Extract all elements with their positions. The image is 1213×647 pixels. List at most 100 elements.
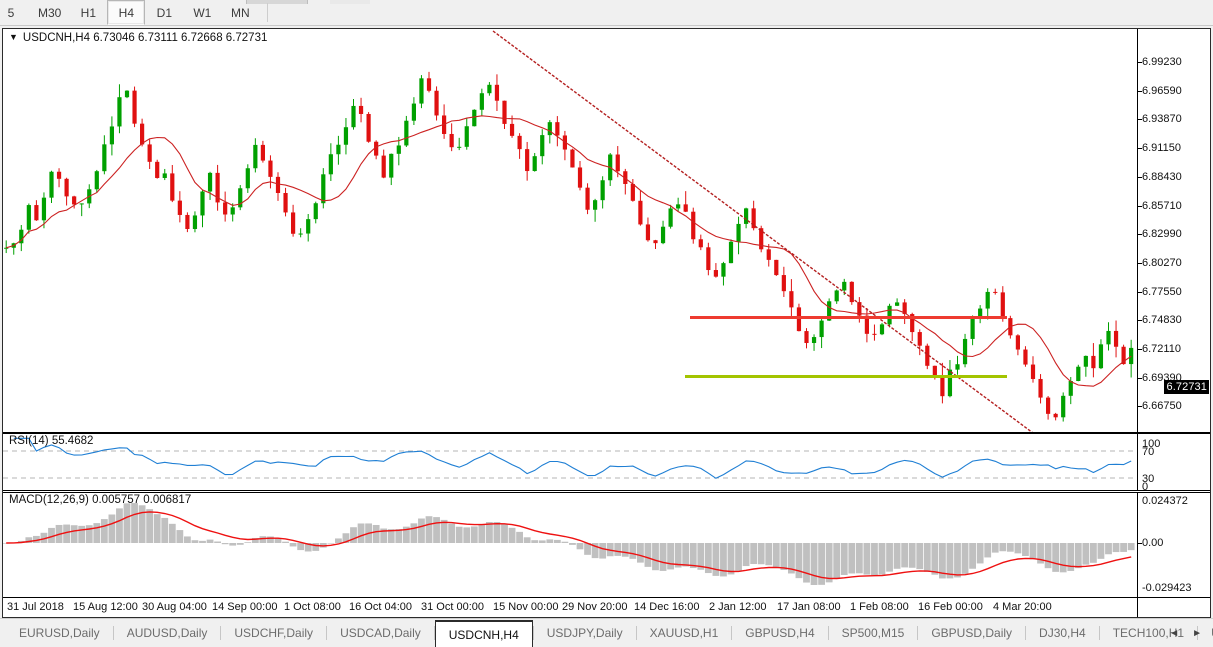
symbol-tab-usdjpy-daily[interactable]: USDJPY,Daily bbox=[546, 626, 623, 640]
tab-scroll-right-icon[interactable]: ► bbox=[1192, 627, 1202, 639]
time-axis-label: 17 Jan 08:00 bbox=[777, 601, 841, 613]
tab-separator bbox=[532, 626, 534, 640]
symbol-tab-tech100-h1[interactable]: TECH100,H1 bbox=[1112, 626, 1185, 640]
symbol-tab-dj30-h4[interactable]: DJ30,H4 bbox=[1039, 626, 1086, 640]
symbol-tab-audusd-daily[interactable]: AUDUSD,Daily bbox=[126, 626, 208, 640]
price-tickmark bbox=[1138, 262, 1142, 264]
toolbar-top-strip-2 bbox=[330, 0, 370, 4]
timeframe-w1[interactable]: W1 bbox=[193, 5, 212, 20]
price-scale[interactable]: 6.72731 6.99230 6.96590 6.93870 6.91150 6.88… bbox=[1137, 29, 1210, 432]
toolbar-separator bbox=[267, 3, 269, 22]
price-tick-label: 6.72110 bbox=[1142, 343, 1181, 355]
time-axis-label: 4 Mar 20:00 bbox=[993, 601, 1052, 613]
price-tickmark bbox=[1138, 148, 1142, 150]
tab-separator bbox=[220, 626, 222, 640]
price-tickmark bbox=[1138, 291, 1142, 293]
price-tick-label: 6.85710 bbox=[1142, 199, 1182, 212]
macd-tickmark bbox=[1138, 543, 1142, 544]
time-axis-label: 31 Oct 00:00 bbox=[421, 601, 484, 613]
timeframe-m30[interactable]: M30 bbox=[38, 5, 62, 20]
tab-separator bbox=[635, 626, 637, 640]
symbol-tab-xauusd-h1[interactable]: XAUUSD,H1 bbox=[649, 626, 719, 640]
price-tickmark bbox=[1138, 205, 1142, 207]
time-axis-label: 14 Dec 16:00 bbox=[634, 601, 700, 613]
time-axis-label: 29 Nov 20:00 bbox=[562, 601, 628, 613]
macd-tick-label: -0.029423 bbox=[1142, 582, 1192, 594]
macd-signal-line bbox=[6, 511, 1132, 580]
tab-separator bbox=[326, 626, 328, 640]
macd-tick-label: 0.00 bbox=[1142, 537, 1164, 549]
rsi-svg bbox=[3, 437, 1137, 479]
timeframe-5[interactable]: 5 bbox=[7, 5, 15, 20]
price-tickmark bbox=[1138, 349, 1142, 350]
timeframe-strip: 5 M30 H1 H4 D1 W1 MN bbox=[0, 0, 274, 25]
price-tickmark bbox=[1138, 119, 1142, 121]
time-axis: 31 Jul 2018 15 Aug 12:00 30 Aug 04:00 14 Se… bbox=[3, 597, 1210, 617]
timeframe-h4[interactable]: H4 bbox=[107, 0, 146, 25]
downtrend-trendline[interactable] bbox=[492, 30, 1033, 432]
price-tickmark bbox=[1138, 90, 1142, 92]
rsi-tick-label: 70 bbox=[1142, 446, 1155, 458]
macd-pane[interactable]: MACD(12,26,9) 0.005757 0.006817 0.024372… bbox=[3, 492, 1210, 597]
tab-scroll-left-icon[interactable]: ◄ bbox=[1169, 627, 1180, 639]
macd-header: MACD(12,26,9) 0.005757 0.006817 bbox=[9, 494, 192, 506]
macd-scale: 0.024372 0.00 -0.029423 bbox=[1137, 493, 1210, 597]
price-pane[interactable]: ▼ USDCNH,H4 6.73046 6.73111 6.72668 6.727… bbox=[3, 29, 1210, 433]
symbol-tab-ukc[interactable]: UKC bbox=[1198, 619, 1213, 647]
time-axis-label: 16 Oct 04:00 bbox=[349, 601, 412, 613]
macd-svg bbox=[3, 503, 1135, 585]
symbol-tab-usdcnh-h4[interactable]: USDCNH,H4 bbox=[434, 620, 533, 647]
chart-window: ▼ USDCNH,H4 6.73046 6.73111 6.72668 6.727… bbox=[2, 28, 1211, 618]
symbol-tab-sp500-m15[interactable]: SP500,M15 bbox=[841, 626, 905, 640]
rsi-tick-label: 100 bbox=[1142, 438, 1161, 450]
resistance-line-red[interactable] bbox=[690, 316, 1007, 319]
time-axis-label: 1 Oct 08:00 bbox=[284, 601, 341, 613]
rsi-tick-label: 30 bbox=[1142, 473, 1155, 485]
rsi-pane[interactable]: RSI(14) 55.4682 100 70 30 0 bbox=[3, 433, 1210, 493]
price-tick-label: 6.99230 bbox=[1142, 56, 1182, 68]
symbol-tabbar: EURUSD,Daily AUDUSD,Daily USDCHF,Daily USDC… bbox=[0, 618, 1213, 647]
tab-nav-buttons: ◄ ► bbox=[1162, 619, 1209, 647]
tab-separator bbox=[1098, 626, 1100, 640]
price-tick-label: 6.91150 bbox=[1142, 142, 1181, 155]
time-axis-label: 31 Jul 2018 bbox=[7, 601, 64, 613]
symbol-tab-eurusd-daily[interactable]: EURUSD,Daily bbox=[19, 626, 100, 640]
price-tickmark bbox=[1138, 406, 1142, 408]
price-tickmark bbox=[1138, 62, 1142, 63]
rsi-tick-label: 0 bbox=[1142, 481, 1149, 493]
timeframe-h1[interactable]: H1 bbox=[80, 5, 97, 20]
price-tickmark bbox=[1138, 377, 1142, 379]
rsi-line bbox=[13, 437, 1132, 479]
time-axis-label: 15 Nov 00:00 bbox=[493, 601, 559, 613]
rsi-header: RSI(14) 55.4682 bbox=[9, 435, 94, 447]
tab-separator bbox=[433, 626, 435, 640]
tab-separator bbox=[1025, 626, 1027, 640]
price-tick-label: 6.88430 bbox=[1142, 170, 1182, 183]
time-axis-labels: 31 Jul 2018 15 Aug 12:00 30 Aug 04:00 14 Se… bbox=[3, 598, 1137, 617]
time-axis-label: 16 Feb 00:00 bbox=[918, 601, 983, 613]
timeframe-d1[interactable]: D1 bbox=[156, 5, 173, 20]
chart-header-text: USDCNH,H4 6.73046 6.73111 6.72668 6.7273… bbox=[22, 32, 268, 44]
macd-plot bbox=[3, 493, 1137, 597]
price-tickmark bbox=[1138, 234, 1142, 236]
time-axis-corner bbox=[1137, 598, 1210, 617]
price-plot[interactable] bbox=[3, 29, 1137, 432]
timeframe-toolbar: 5 M30 H1 H4 D1 W1 MN bbox=[0, 0, 1213, 26]
moving-average-line bbox=[6, 115, 1132, 387]
symbol-tab-gbpusd-h4[interactable]: GBPUSD,H4 bbox=[745, 626, 815, 640]
chart-header: ▼ USDCNH,H4 6.73046 6.73111 6.72668 6.727… bbox=[9, 32, 267, 44]
timeframe-mn[interactable]: MN bbox=[231, 5, 250, 20]
tab-separator bbox=[827, 626, 829, 640]
price-tick-label: 6.96590 bbox=[1142, 84, 1182, 97]
symbol-tab-usdchf-daily[interactable]: USDCHF,Daily bbox=[234, 626, 314, 640]
rsi-scale: 100 70 30 0 bbox=[1137, 434, 1210, 493]
price-candles-svg bbox=[4, 30, 1134, 432]
symbol-tab-usdcad-daily[interactable]: USDCAD,Daily bbox=[340, 626, 421, 640]
symbol-tab-gbpusd-daily[interactable]: GBPUSD,Daily bbox=[931, 626, 1013, 640]
time-axis-label: 30 Aug 04:00 bbox=[142, 601, 207, 613]
tab-separator bbox=[917, 626, 919, 640]
chevron-down-icon[interactable]: ▼ bbox=[9, 32, 18, 42]
pivot-line-olive[interactable] bbox=[685, 375, 1007, 378]
current-price-label: 6.72731 bbox=[1163, 380, 1209, 394]
